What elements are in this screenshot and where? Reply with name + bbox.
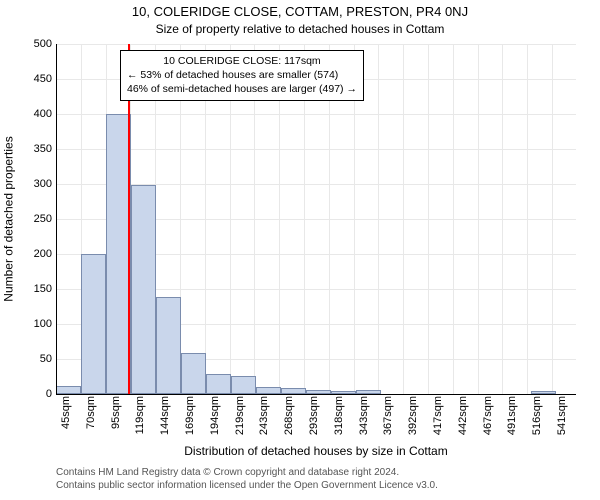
y-tick-label: 50	[12, 353, 52, 365]
chart-container: 10, COLERIDGE CLOSE, COTTAM, PRESTON, PR…	[0, 0, 600, 500]
x-tick-label: 541sqm	[556, 396, 568, 456]
gridline-vertical	[403, 44, 404, 394]
y-axis-line	[56, 44, 57, 394]
x-tick-label: 70sqm	[85, 396, 97, 456]
annotation-line2: ← 53% of detached houses are smaller (57…	[127, 68, 357, 82]
histogram-bar	[156, 297, 181, 394]
attribution-line1: Contains HM Land Registry data © Crown c…	[56, 466, 576, 479]
gridline-vertical	[502, 44, 503, 394]
gridline-horizontal	[56, 44, 576, 45]
gridline-horizontal	[56, 149, 576, 150]
x-tick-label: 119sqm	[134, 396, 146, 456]
x-tick-label: 144sqm	[159, 396, 171, 456]
x-tick-label: 467sqm	[482, 396, 494, 456]
gridline-vertical	[552, 44, 553, 394]
attribution-text: Contains HM Land Registry data © Crown c…	[56, 466, 576, 492]
histogram-bar	[131, 185, 156, 394]
y-tick-label: 450	[12, 73, 52, 85]
y-tick-label: 350	[12, 143, 52, 155]
y-tick-label: 150	[12, 283, 52, 295]
x-tick-label: 268sqm	[283, 396, 295, 456]
annotation-line1: 10 COLERIDGE CLOSE: 117sqm	[127, 54, 357, 68]
x-tick-label: 95sqm	[110, 396, 122, 456]
x-tick-label: 318sqm	[333, 396, 345, 456]
x-tick-label: 516sqm	[531, 396, 543, 456]
histogram-bar	[231, 376, 256, 394]
x-tick-label: 219sqm	[234, 396, 246, 456]
annotation-line3: 46% of semi-detached houses are larger (…	[127, 82, 357, 96]
x-tick-label: 243sqm	[258, 396, 270, 456]
gridline-vertical	[527, 44, 528, 394]
x-tick-label: 442sqm	[457, 396, 469, 456]
x-tick-label: 343sqm	[358, 396, 370, 456]
x-tick-label: 194sqm	[209, 396, 221, 456]
attribution-line2: Contains public sector information licen…	[56, 479, 576, 492]
x-tick-label: 293sqm	[308, 396, 320, 456]
chart-title-main: 10, COLERIDGE CLOSE, COTTAM, PRESTON, PR…	[0, 4, 600, 19]
histogram-bar	[81, 254, 106, 394]
histogram-bar	[256, 387, 281, 394]
x-tick-label: 392sqm	[407, 396, 419, 456]
y-tick-label: 400	[12, 108, 52, 120]
y-tick-label: 0	[12, 388, 52, 400]
x-axis-line	[56, 394, 576, 395]
gridline-vertical	[453, 44, 454, 394]
gridline-vertical	[378, 44, 379, 394]
histogram-bar	[206, 374, 231, 394]
y-tick-label: 100	[12, 318, 52, 330]
y-tick-label: 200	[12, 248, 52, 260]
gridline-vertical	[478, 44, 479, 394]
annotation-box: 10 COLERIDGE CLOSE: 117sqm← 53% of detac…	[120, 50, 364, 101]
x-tick-label: 367sqm	[382, 396, 394, 456]
x-tick-label: 45sqm	[60, 396, 72, 456]
gridline-horizontal	[56, 114, 576, 115]
histogram-bar	[181, 353, 206, 394]
x-tick-label: 169sqm	[184, 396, 196, 456]
histogram-bar	[56, 386, 81, 394]
y-tick-label: 500	[12, 38, 52, 50]
plot-area: 10 COLERIDGE CLOSE: 117sqm← 53% of detac…	[56, 44, 576, 394]
chart-title-sub: Size of property relative to detached ho…	[0, 22, 600, 36]
x-tick-label: 417sqm	[432, 396, 444, 456]
x-tick-label: 491sqm	[506, 396, 518, 456]
y-tick-label: 250	[12, 213, 52, 225]
gridline-vertical	[428, 44, 429, 394]
y-tick-label: 300	[12, 178, 52, 190]
